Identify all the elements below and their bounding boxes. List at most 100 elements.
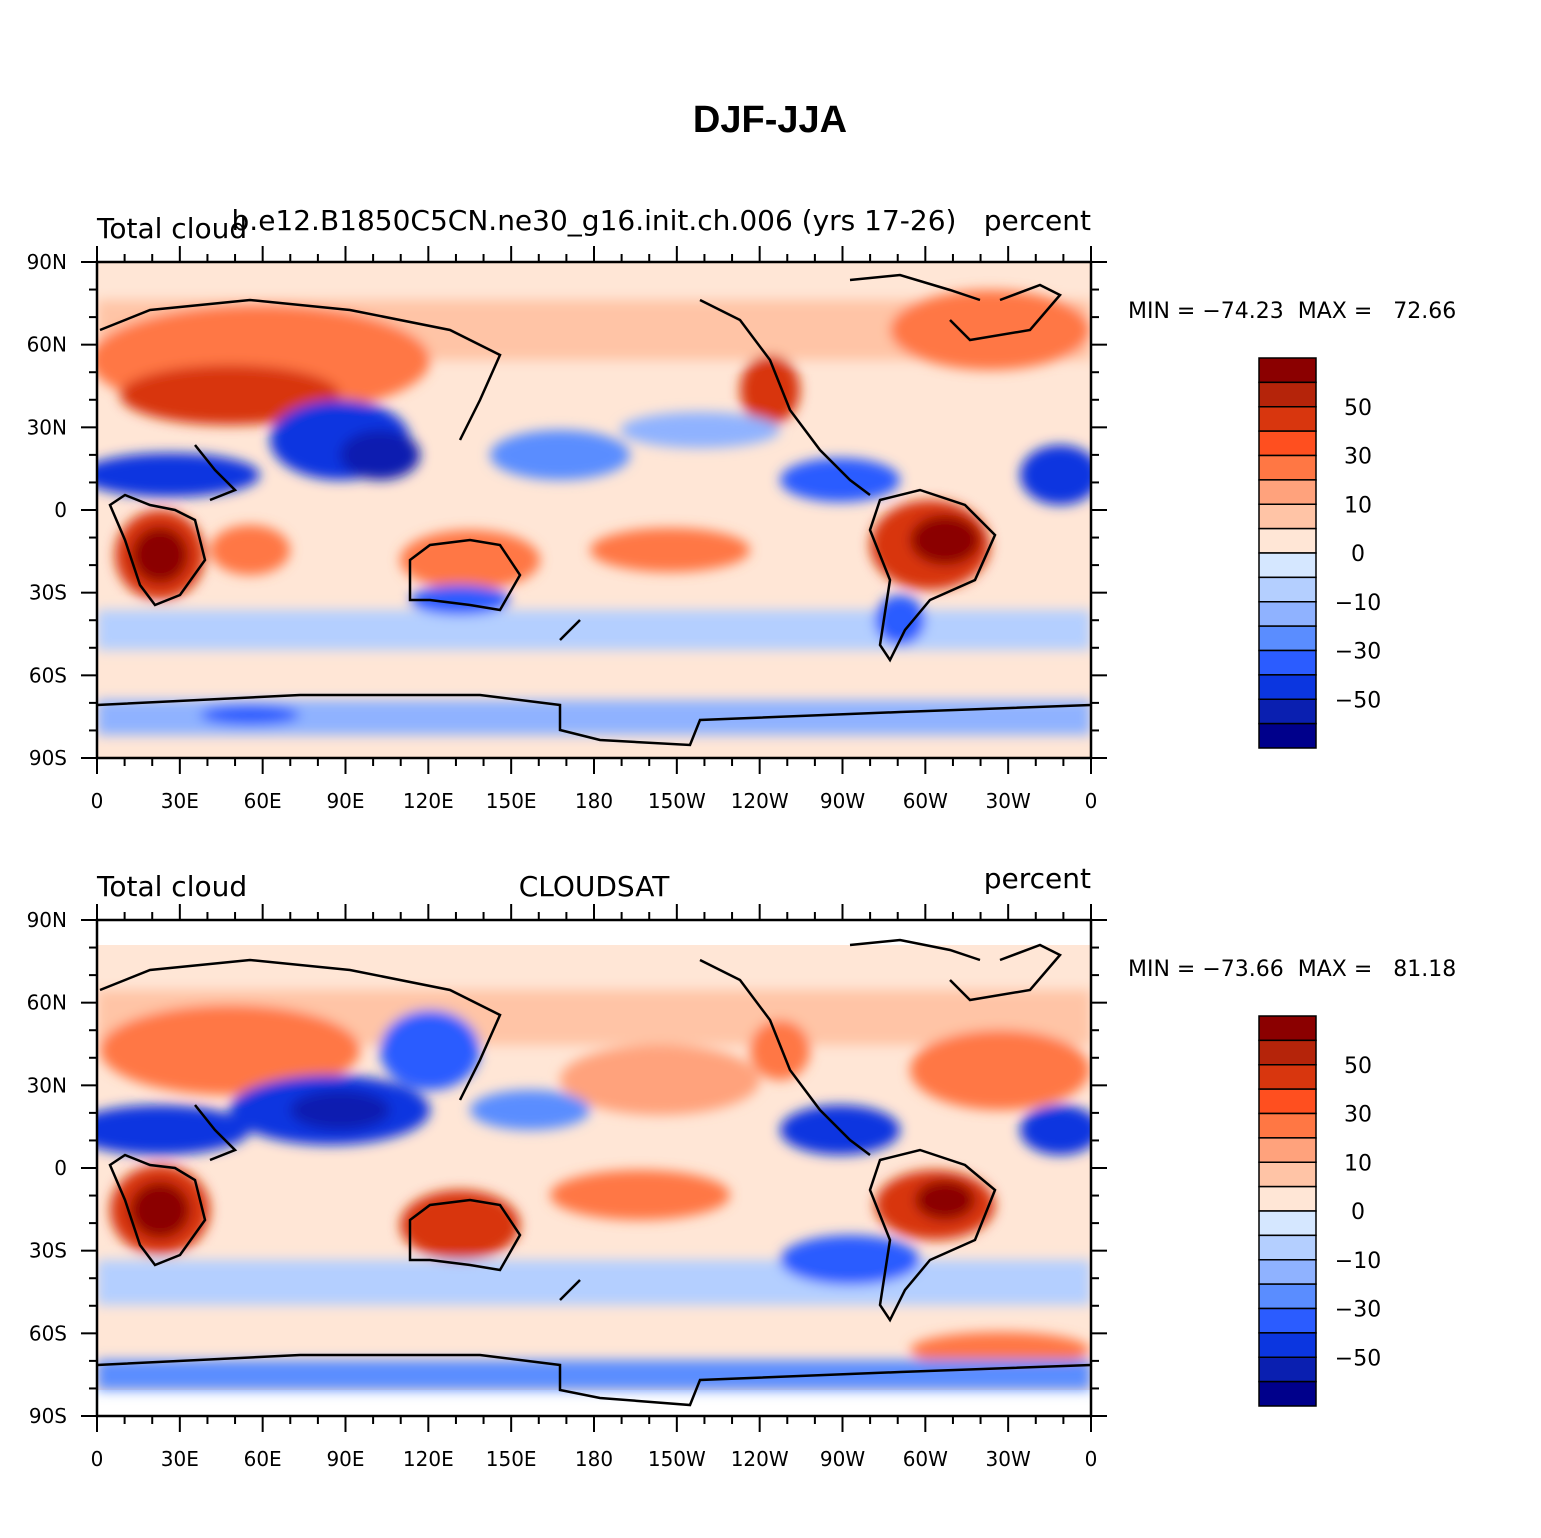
x-tick-label: 120E (403, 1447, 454, 1471)
colorbar-label: 0 (1351, 1200, 1365, 1225)
y-tick-label: 90N (27, 250, 67, 274)
colorbar-swatch (1258, 1015, 1317, 1042)
map-field-top (97, 262, 1091, 758)
colorbar-swatch (1258, 1161, 1317, 1188)
y-tick-label: 30S (29, 581, 67, 605)
x-tick-label: 0 (1085, 1447, 1098, 1471)
x-tick-label: 0 (91, 1447, 104, 1471)
colorbar-swatch (1258, 674, 1317, 700)
x-tick-label: 150W (648, 789, 706, 813)
colorbar-label: −30 (1335, 1298, 1381, 1323)
x-tick-label: 60W (903, 1447, 948, 1471)
y-ticklabels-bottom: 90N 60N 30N 0 30S 60S 90S (27, 908, 67, 1428)
colorbar-swatch (1258, 1234, 1317, 1261)
x-tick-label: 30W (986, 789, 1031, 813)
colorbar-swatch (1258, 601, 1317, 627)
colorbar-label: 0 (1351, 542, 1365, 567)
x-tick-label: 120E (403, 789, 454, 813)
colorbar-swatch (1258, 1210, 1317, 1237)
colorbar-label: −50 (1335, 688, 1381, 713)
panel-top-center-text: b.e12.B1850C5CN.ne30_g16.init.ch.006 (yr… (232, 204, 957, 237)
colorbar-label: −10 (1335, 591, 1381, 616)
colorbar-swatch (1258, 479, 1317, 505)
x-tick-label: 30E (161, 1447, 199, 1471)
y-tick-label: 60S (29, 1321, 67, 1345)
colorbar-swatch (1258, 454, 1317, 481)
colorbar-top: 50 30 10 0 −10 −30 −50 (1258, 357, 1381, 749)
colorbar-swatch (1258, 1356, 1317, 1383)
x-tick-label: 150E (486, 789, 537, 813)
y-tick-label: 60S (29, 663, 67, 687)
colorbar-swatch (1258, 722, 1317, 749)
colorbar-swatch (1258, 1283, 1317, 1310)
colorbar-label: 50 (1344, 396, 1372, 421)
y-tick-label: 30S (29, 1239, 67, 1263)
x-tick-label: 60E (244, 1447, 282, 1471)
colorbar-swatch (1258, 649, 1317, 676)
colorbar-swatch (1258, 381, 1317, 408)
y-tick-label: 0 (54, 1156, 67, 1180)
x-tick-label: 150E (486, 1447, 537, 1471)
colorbar-swatch (1258, 576, 1317, 603)
minmax-label-top: MIN = −74.23 MAX = 72.66 (1128, 299, 1456, 324)
x-ticklabels-bottom: 0 30E 60E 90E 120E 150E 180 150W 120W 90W 60W 30W 0 (91, 1447, 1098, 1471)
x-tick-label: 90E (326, 1447, 364, 1471)
coastlines-bottom (97, 938, 1091, 1407)
colorbar-swatch (1258, 1185, 1317, 1212)
minmax-label-bottom: MIN = −73.66 MAX = 81.18 (1128, 957, 1456, 982)
colorbar-swatch (1258, 1380, 1317, 1407)
colorbar-swatch (1258, 1307, 1317, 1334)
x-tick-label: 0 (1085, 789, 1098, 813)
colorbar-label: 10 (1344, 493, 1372, 518)
colorbar-label: 50 (1344, 1054, 1372, 1079)
x-tick-label: 90W (820, 1447, 865, 1471)
map-field-bottom (97, 945, 1091, 1390)
colorbar-swatch (1258, 406, 1317, 432)
colorbar-swatch (1258, 1039, 1317, 1066)
x-tick-label: 60E (244, 789, 282, 813)
figure-title: DJF-JJA (693, 99, 847, 141)
y-tick-label: 90N (27, 908, 67, 932)
colorbar-swatch (1258, 357, 1317, 384)
y-tick-label: 90S (29, 746, 67, 770)
colorbar-label: −50 (1335, 1346, 1381, 1371)
y-ticklabels-top: 90N 60N 30N 0 30S 60S 90S (27, 250, 67, 770)
colorbar-swatch (1258, 1088, 1317, 1115)
ticks-top (81, 246, 1107, 774)
colorbar-bottom: 50 30 10 0 −10 −30 −50 (1258, 1015, 1381, 1407)
colorbar-swatch (1258, 698, 1317, 725)
panel-top: Total cloud b.e12.B1850C5CN.ne30_g16.ini… (27, 204, 1457, 813)
colorbar-swatch (1258, 503, 1317, 530)
colorbar-swatch (1258, 625, 1317, 652)
colorbar-swatch (1258, 527, 1317, 554)
x-tick-label: 120W (731, 789, 789, 813)
x-tick-label: 90W (820, 789, 865, 813)
colorbar-swatch (1258, 430, 1317, 457)
x-tick-label: 0 (91, 789, 104, 813)
x-tick-label: 90E (326, 789, 364, 813)
y-tick-label: 30N (27, 415, 67, 439)
colorbar-swatch (1258, 1332, 1317, 1358)
y-tick-label: 0 (54, 498, 67, 522)
panel-bottom-center-text: CLOUDSAT (519, 870, 671, 903)
panel-top-right-text: percent (984, 204, 1091, 237)
panel-bottom-left-text: Total cloud (96, 870, 247, 903)
colorbar-swatch (1258, 552, 1317, 579)
colorbar-label: 30 (1344, 445, 1372, 470)
panel-top-left-text: Total cloud (96, 212, 247, 245)
colorbar-label: −30 (1335, 640, 1381, 665)
coastlines-top (97, 273, 1091, 747)
colorbar-swatch (1258, 1064, 1317, 1090)
x-tick-label: 30E (161, 789, 199, 813)
ticks-bottom (81, 904, 1107, 1432)
x-tick-label: 60W (903, 789, 948, 813)
x-tick-label: 120W (731, 1447, 789, 1471)
y-tick-label: 90S (29, 1404, 67, 1428)
x-tick-label: 180 (575, 789, 613, 813)
x-tick-label: 150W (648, 1447, 706, 1471)
y-tick-label: 60N (27, 991, 67, 1015)
y-tick-label: 30N (27, 1073, 67, 1097)
colorbar-swatch (1258, 1112, 1317, 1139)
y-tick-label: 60N (27, 333, 67, 357)
